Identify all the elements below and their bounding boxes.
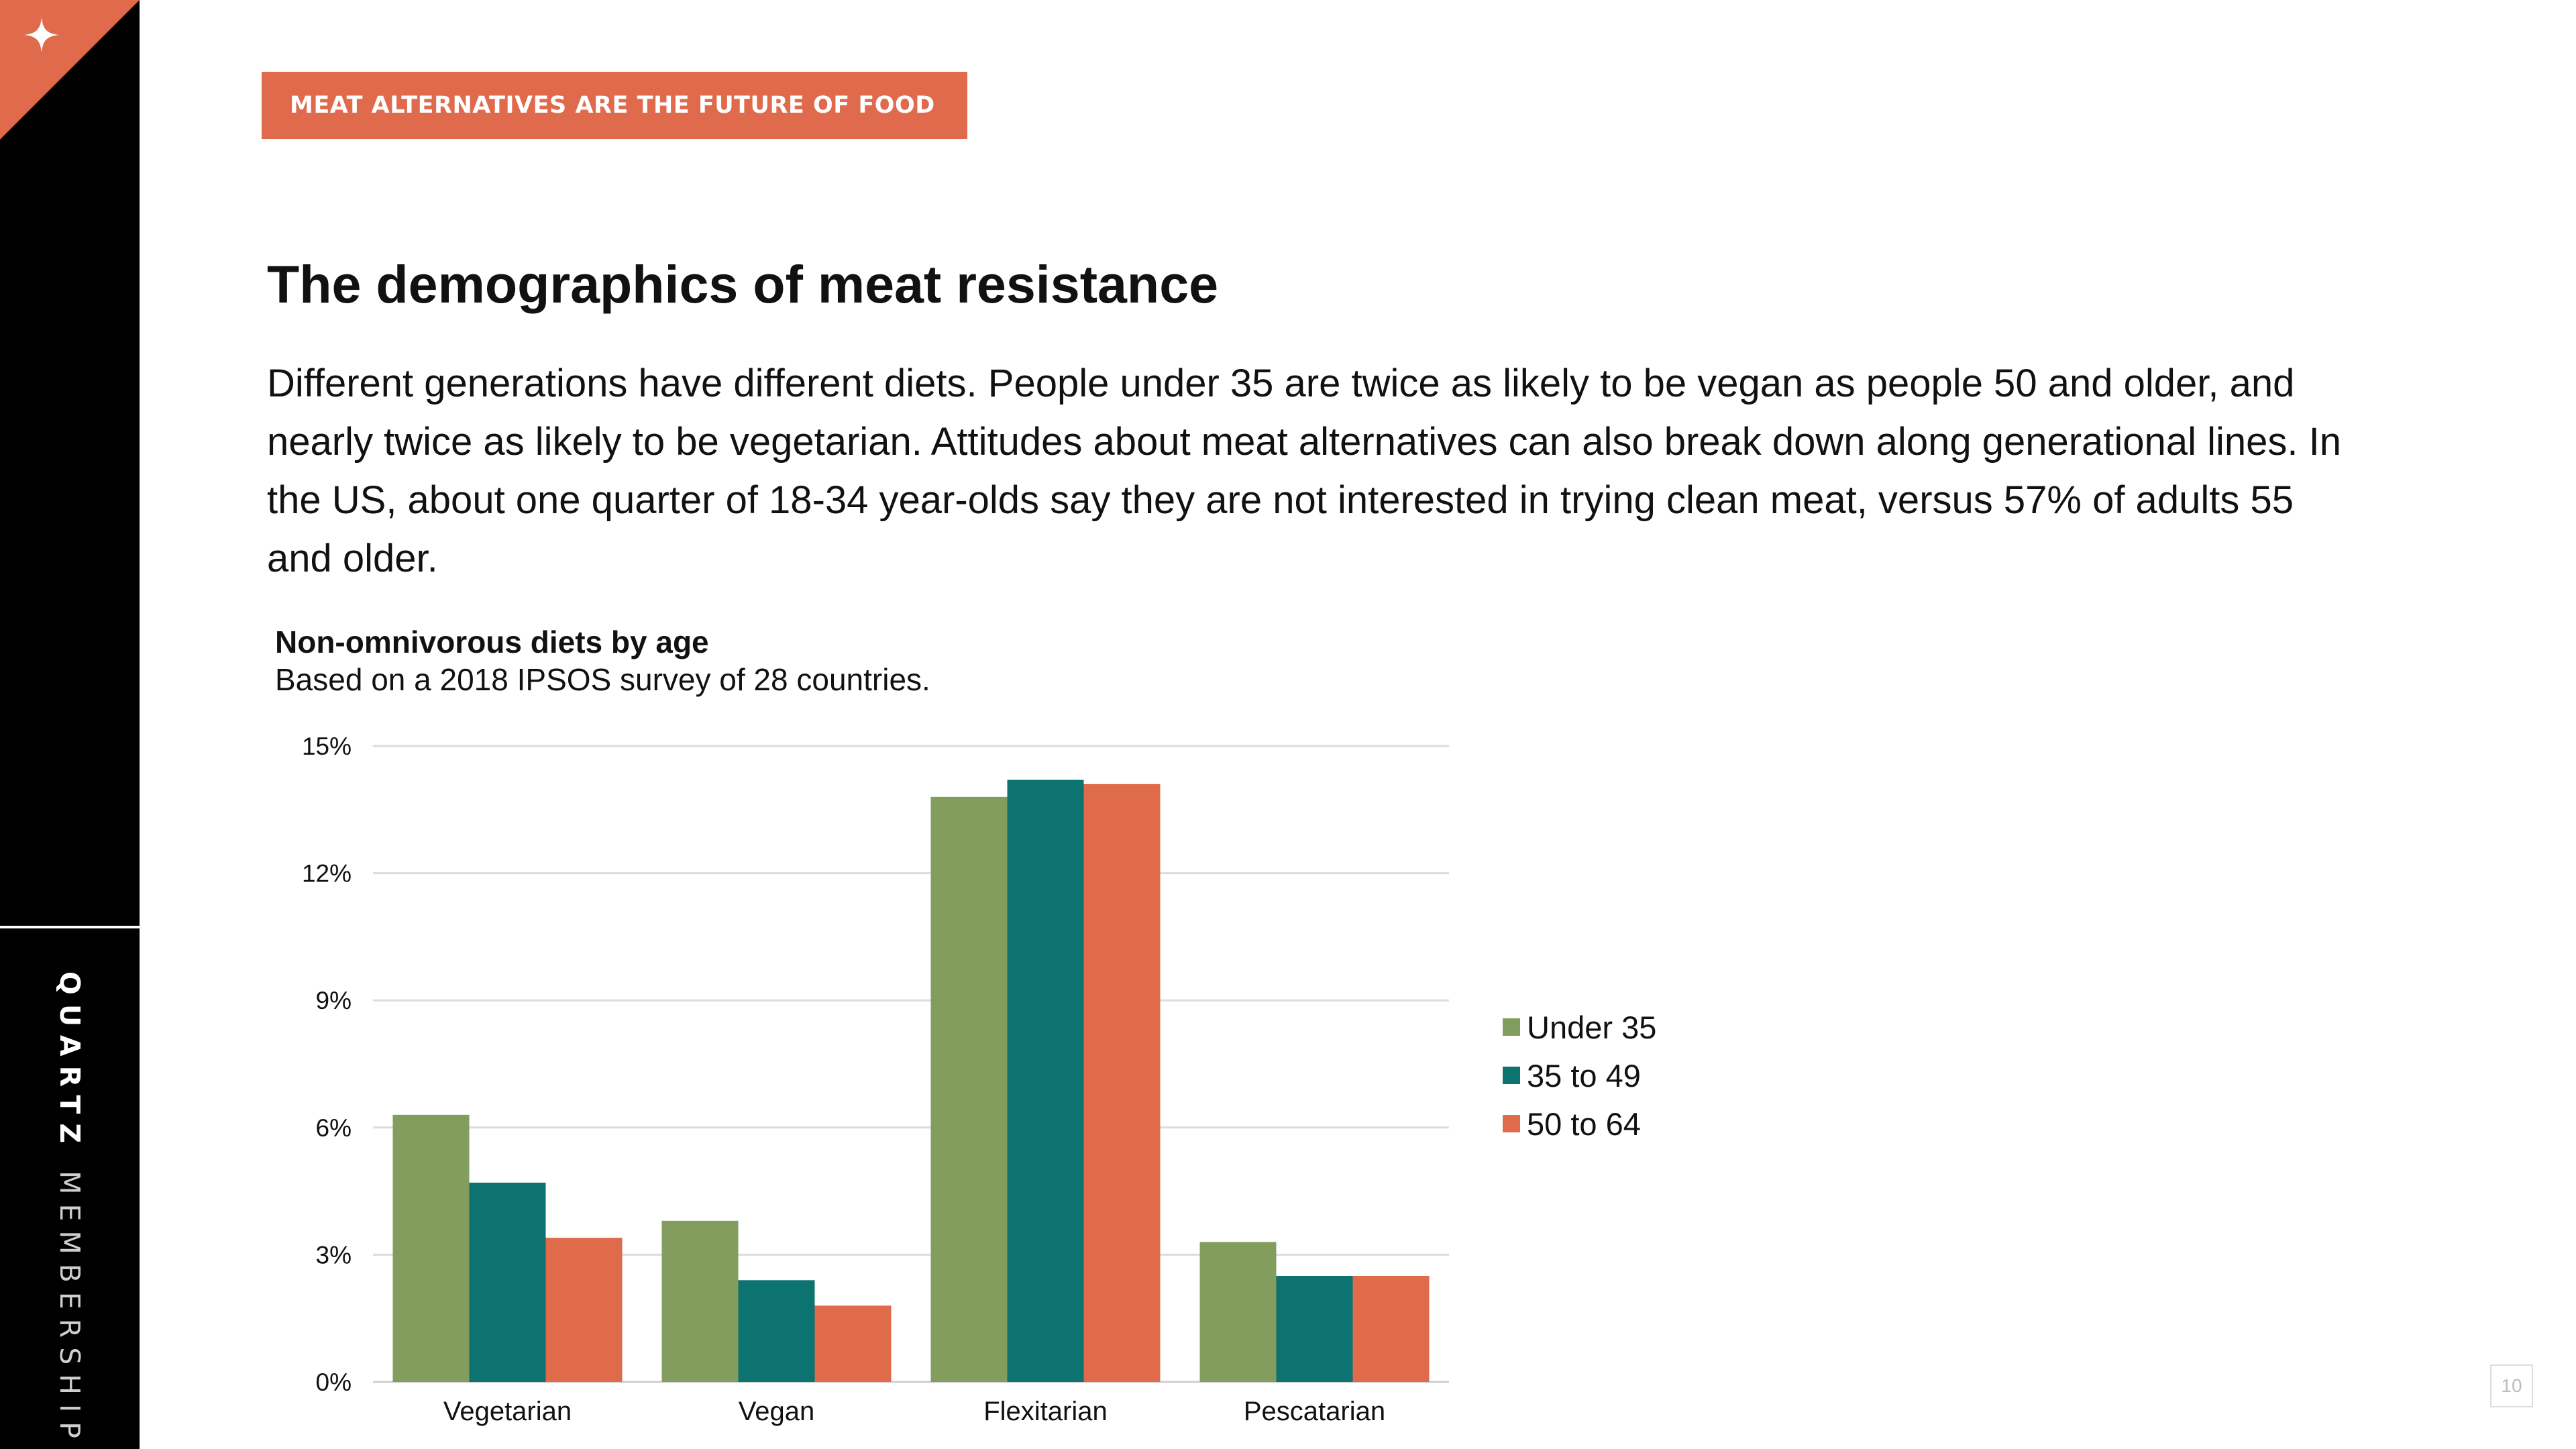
bar [930,796,1008,1382]
legend-swatch [1503,1067,1520,1084]
bar [545,1238,623,1382]
bar [661,1220,739,1382]
body-paragraph: Different generations have different die… [267,362,2341,580]
legend-item: Under 35 [1503,1003,1656,1051]
bar [1007,780,1084,1382]
y-tick-label: 9% [316,987,352,1014]
bar [1083,784,1161,1382]
y-tick-label: 6% [316,1114,352,1142]
legend-item: 35 to 49 [1503,1051,1656,1099]
bars [392,780,1430,1382]
x-tick-label: Flexitarian [983,1397,1108,1426]
corner-accent [0,0,140,140]
legend-item: 50 to 64 [1503,1099,1656,1148]
y-tick-label: 15% [302,733,352,760]
bar [738,1280,815,1382]
legend-swatch [1503,1018,1520,1036]
bar [1199,1242,1277,1382]
bar [1352,1276,1430,1382]
y-tick-label: 0% [316,1368,352,1396]
page-title: The demographics of meat resistance [267,254,1219,314]
x-tick-label: Vegan [739,1397,814,1426]
sidebar-divider [0,926,140,928]
y-axis-ticks: 0% 3% 6% 9% 12% 15% [302,733,352,1396]
legend-label: Under 35 [1527,1009,1657,1045]
chart-title: Non-omnivorous diets by age [275,625,709,659]
page-number: 10 [2490,1364,2533,1407]
chart-subtitle: Based on a 2018 IPSOS survey of 28 count… [275,662,930,697]
legend-label: 50 to 64 [1527,1106,1641,1142]
section-tag: MEAT ALTERNATIVES ARE THE FUTURE OF FOOD [262,72,967,139]
bar [1276,1276,1353,1382]
y-tick-label: 12% [302,860,352,888]
legend-label: 35 to 49 [1527,1057,1641,1093]
chart-legend: Under 35 35 to 49 50 to 64 [1503,1003,1656,1148]
sidebar: QUARTZ MEMBERSHIP [0,0,140,1449]
bar [392,1114,470,1382]
x-tick-label: Vegetarian [443,1397,572,1426]
bar [469,1182,546,1382]
y-tick-label: 3% [316,1241,352,1269]
bar [814,1305,892,1382]
sparkle-icon [24,17,59,52]
x-tick-label: Pescatarian [1244,1397,1385,1426]
x-axis-ticks: Vegetarian Vegan Flexitarian Pescatarian [443,1397,1385,1426]
legend-swatch [1503,1115,1520,1132]
